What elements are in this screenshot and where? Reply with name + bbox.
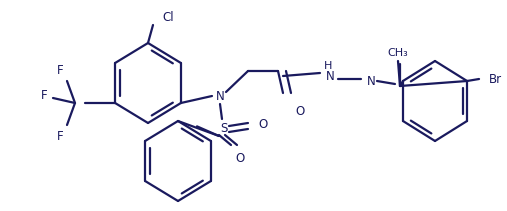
- Text: F: F: [56, 64, 63, 77]
- Text: N: N: [367, 74, 376, 88]
- Text: F: F: [41, 88, 47, 101]
- Text: N: N: [215, 89, 225, 103]
- Text: O: O: [295, 104, 304, 118]
- Text: O: O: [258, 119, 267, 131]
- Text: N: N: [325, 69, 335, 83]
- Text: H: H: [324, 61, 332, 71]
- Text: F: F: [56, 130, 63, 142]
- Text: S: S: [221, 123, 228, 135]
- Text: O: O: [235, 151, 244, 165]
- Text: CH₃: CH₃: [388, 48, 408, 58]
- Text: Br: Br: [489, 73, 502, 85]
- Text: Cl: Cl: [162, 11, 173, 23]
